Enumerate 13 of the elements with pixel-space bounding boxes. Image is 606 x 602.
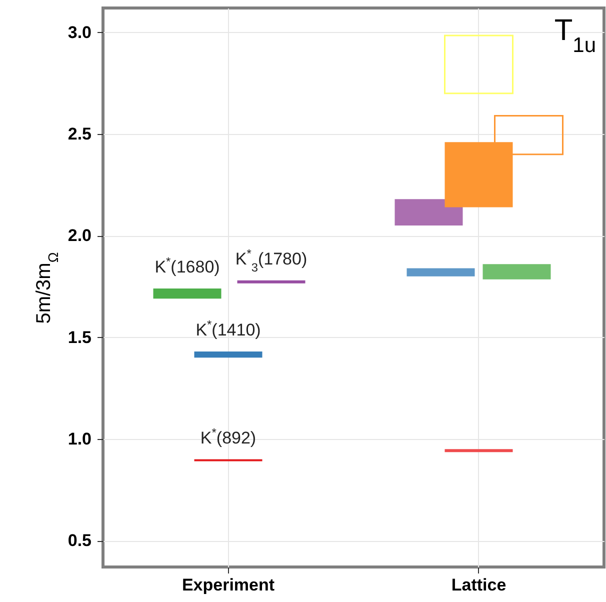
y-tick-label: 2.0	[68, 226, 92, 246]
y-tick-label: 2.5	[68, 124, 92, 144]
series-label: K$^{*}$(892)	[200, 425, 256, 448]
y-tick-label: 1.5	[68, 328, 92, 347]
series-label: K$^{*}$$_{3}$(1780)	[235, 246, 308, 274]
annotation: T$_{1u}$	[554, 14, 596, 56]
y-tick-label: 3.0	[68, 22, 92, 42]
y-tick-label: 0.5	[68, 531, 92, 550]
x-tick-label: Lattice	[451, 576, 506, 594]
series-label: K$^{*}$(1410)	[196, 318, 261, 340]
x-tick-label: Experiment	[182, 576, 275, 594]
y-tick-label: 1.0	[68, 429, 92, 448]
series-label: K$^{*}$(1680)	[154, 254, 220, 277]
